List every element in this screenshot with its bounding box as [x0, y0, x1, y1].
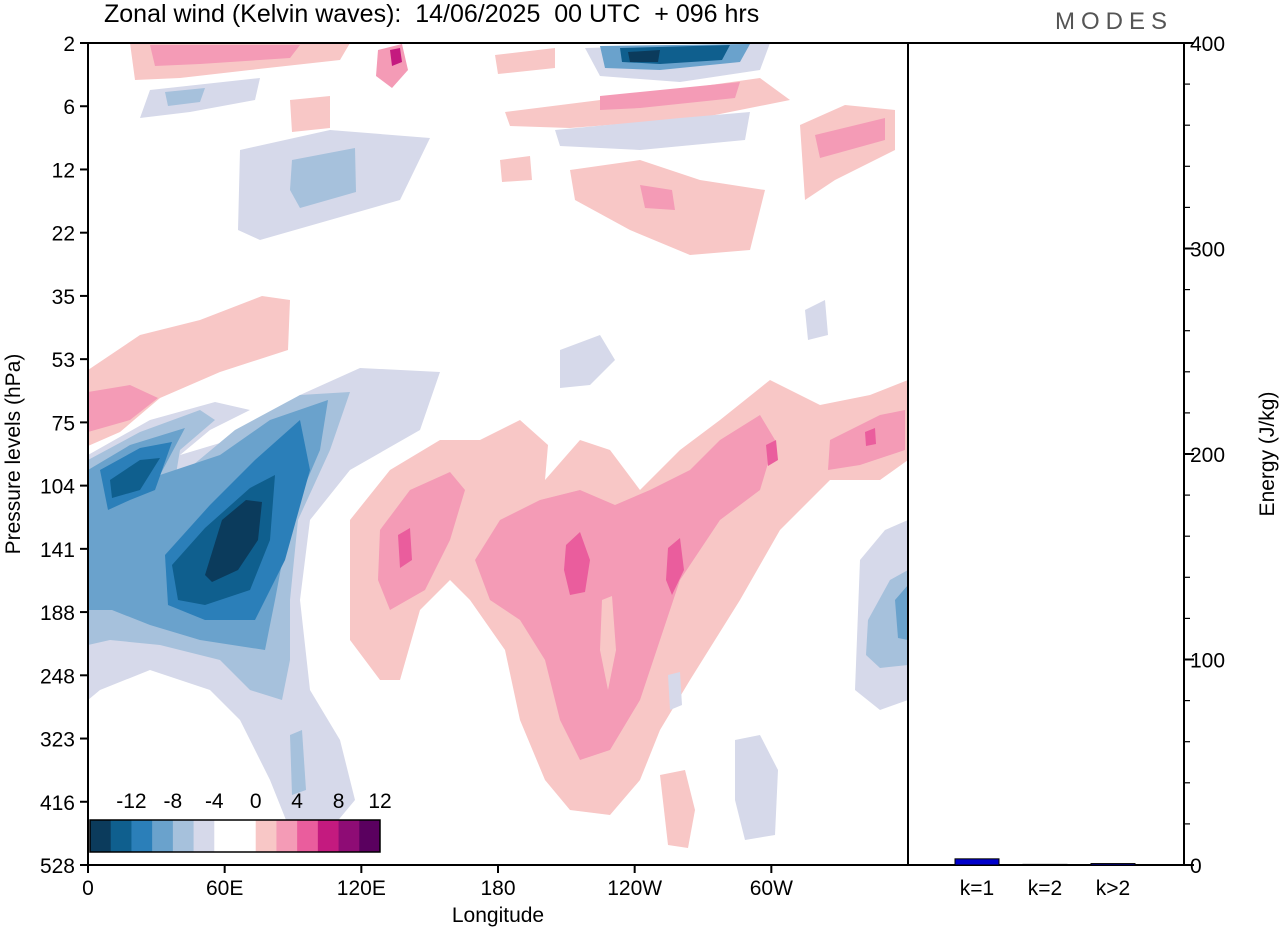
y-tick-label: 104 [40, 476, 75, 499]
contour-pos-lower-strat-left-inner [88, 385, 158, 432]
energy-tick-label: 300 [1190, 239, 1225, 262]
contour-pos-small-b [495, 48, 555, 74]
colorbar-labels: -12 -8 -4 0 4 8 12 [116, 790, 391, 813]
colorbar-cell [276, 820, 298, 852]
colorbar-label: -8 [164, 790, 183, 813]
contour-pos-main-b5 [865, 428, 876, 446]
colorbar-cell [297, 820, 319, 852]
contour-neg-small-2 [560, 335, 615, 388]
energy-bar-k>2 [1090, 863, 1136, 866]
colorbar-frame [89, 819, 381, 853]
x-tick-label: 120W [607, 877, 662, 900]
contour-neg-strat-band-b [555, 112, 750, 150]
contour-pos-small-c [500, 156, 532, 182]
modes-logo: MODES [1055, 8, 1174, 35]
contour-pos-top-left-inner [150, 45, 300, 66]
contour-pos-main-b3 [666, 538, 684, 595]
energy-frame [907, 42, 1185, 866]
colorbar-label: 4 [291, 790, 303, 813]
colorbar-cell [131, 820, 153, 852]
pressure-axis: 2 6 12 22 35 53 75 104 141 188 248 323 416 528 [40, 33, 88, 878]
contour-pos-top-spike-inner [390, 48, 402, 66]
colorbar-label: -4 [205, 790, 224, 813]
y-tick-label: 323 [40, 729, 75, 752]
colorbar-cell [152, 820, 174, 852]
x-tick-label: 120E [337, 877, 386, 900]
y-tick-label: 75 [52, 412, 75, 435]
energy-tick-label: 100 [1190, 650, 1225, 673]
contour-neg-small-3 [805, 300, 828, 340]
colorbar-cell [317, 820, 340, 852]
contour-pos-small-a [290, 96, 330, 132]
contour-neg-mid-strat-inner [290, 148, 356, 208]
energy-bar-k=1 [954, 858, 1000, 866]
heatmap-plot [88, 43, 908, 865]
colorbar-cell [110, 820, 132, 852]
colorbar-cell [214, 820, 236, 852]
contour-neg-right-inner [866, 570, 908, 668]
x-tick-label: 60W [750, 877, 793, 900]
y-tick-label: 141 [40, 539, 75, 562]
y-tick-label: 248 [40, 665, 75, 688]
contour-pos-strat-c-inner [640, 185, 675, 210]
contour-neg-main-core [205, 500, 262, 582]
colorbar-cell [193, 820, 215, 852]
energy-bar-label: k>2 [1096, 877, 1130, 900]
contour-neg-upper-band2 [165, 88, 205, 106]
colorbar-cell [90, 820, 112, 852]
energy-bar-label: k=1 [960, 877, 994, 900]
colorbar-cell [338, 820, 360, 852]
contour-neg-right-core [895, 585, 908, 640]
colorbar-label: 0 [250, 790, 262, 813]
x-tick-label: 0 [82, 877, 94, 900]
y-tick-label: 53 [52, 349, 75, 372]
x-tick-label: 60E [206, 877, 243, 900]
energy-tick-label: 400 [1190, 33, 1225, 56]
contour-pos-main-a2 [475, 415, 775, 760]
colorbar-cell [172, 820, 195, 852]
energy-bar-label: k=2 [1028, 877, 1062, 900]
energy-axis: 0 100 200 300 400 [1184, 33, 1225, 878]
longitude-axis: 0 60E 120E 180 120W 60W [82, 865, 793, 900]
colorbar: -12 -8 -4 0 4 8 12 [89, 790, 392, 853]
chart-title: Zonal wind (Kelvin waves): 14/06/2025 00… [104, 0, 760, 28]
energy-tick-label: 0 [1190, 855, 1202, 878]
x-tick-label: 180 [480, 877, 515, 900]
y-tick-label: 528 [40, 855, 75, 878]
contour-neg-lower-tongue [290, 730, 306, 795]
contour-pos-main-b4 [766, 440, 778, 466]
colorbar-label: 8 [333, 790, 345, 813]
contour-pos-main-b [398, 528, 412, 568]
contour-pos-main-b2 [564, 532, 590, 595]
y-tick-label: 188 [40, 602, 75, 625]
contour-pos-strat-right-inner [815, 118, 885, 158]
energy-axis-label: Energy (J/kg) [1256, 392, 1279, 517]
x-axis-label: Longitude [452, 904, 544, 927]
energy-bars: k=1 k=2 k>2 [954, 858, 1136, 900]
energy-bar-k=2 [1022, 863, 1068, 866]
colorbar-cells [90, 820, 381, 852]
contour-pos-main-a [378, 472, 465, 610]
contour-pos-gap [600, 596, 616, 690]
colorbar-cell [255, 820, 277, 852]
y-tick-label: 22 [52, 223, 75, 246]
contour-neg-small-1 [668, 672, 682, 710]
colorbar-cell [359, 820, 381, 852]
contour-pos-strat-band-a-inner [600, 82, 740, 110]
contour-pos-lower-right [660, 770, 695, 848]
colorbar-label: 12 [368, 790, 391, 813]
y-tick-label: 416 [40, 792, 75, 815]
colorbar-label: -12 [116, 790, 146, 813]
energy-tick-label: 200 [1190, 444, 1225, 467]
contour-neg-top-right-d [628, 50, 660, 62]
y-tick-label: 12 [52, 159, 75, 182]
y-tick-label: 6 [63, 96, 75, 119]
contour-neg-main-d [110, 458, 160, 498]
y-axis-label: Pressure levels (hPa) [2, 354, 25, 555]
y-tick-label: 2 [63, 33, 75, 56]
colorbar-cell [235, 820, 257, 852]
y-tick-label: 35 [52, 286, 75, 309]
contour-neg-lower-center [735, 735, 778, 840]
